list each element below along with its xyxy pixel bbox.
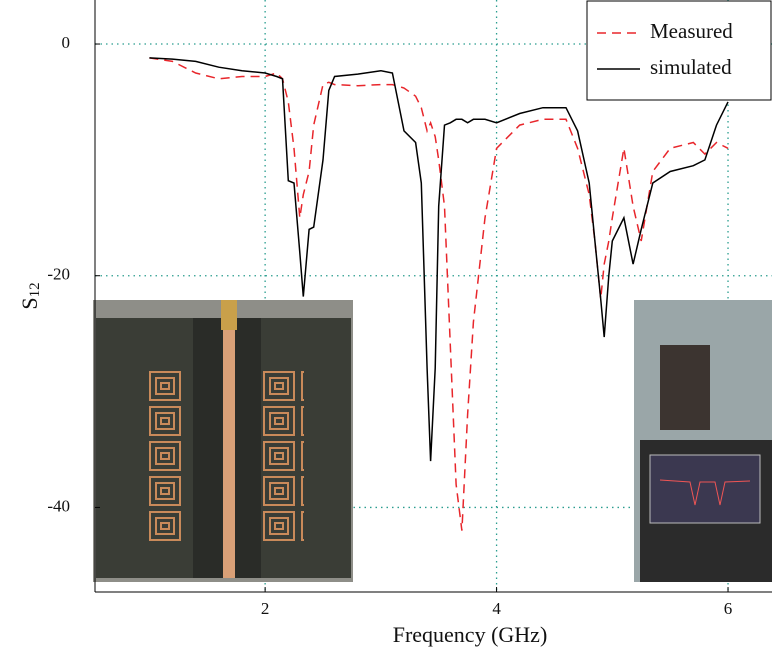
y-tick-label: 0 <box>62 33 71 52</box>
legend: Measured simulated <box>587 1 771 100</box>
x-tick-label: 4 <box>492 599 501 618</box>
y-tick-label: -40 <box>47 496 70 515</box>
y-title-sub: 12 <box>27 282 43 297</box>
legend-box <box>587 1 771 100</box>
device <box>660 345 710 430</box>
photo-board <box>93 300 353 582</box>
connector <box>221 300 237 330</box>
cells-left <box>145 368 187 543</box>
cells-right <box>262 368 304 543</box>
chart: Frequency (GHz) S12 Measured simulated 2 4… <box>0 0 772 654</box>
y-title-main: S <box>17 297 42 309</box>
x-tick-label: 6 <box>724 599 733 618</box>
photo-analyzer <box>634 300 772 582</box>
legend-label: simulated <box>650 55 732 79</box>
y-axis-title: S12 <box>17 282 43 309</box>
strip <box>223 330 235 578</box>
screen <box>650 455 760 523</box>
x-tick-label: 2 <box>261 599 270 618</box>
y-tick-label: -20 <box>47 265 70 284</box>
legend-label: Measured <box>650 19 733 43</box>
x-axis-title: Frequency (GHz) <box>393 622 548 647</box>
